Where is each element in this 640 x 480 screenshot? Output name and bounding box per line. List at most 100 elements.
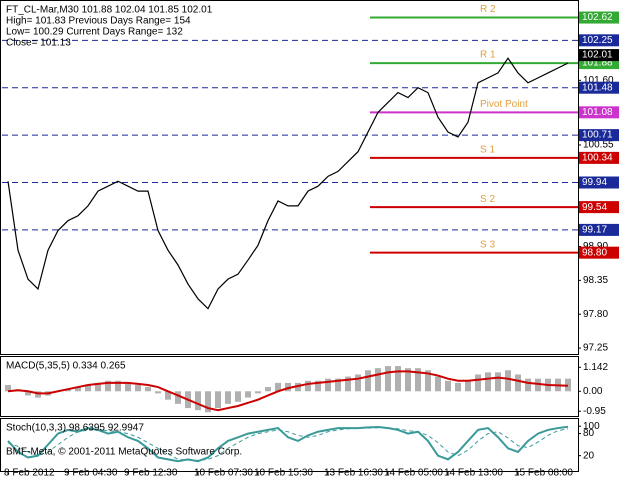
x-tick-label: 13 Feb 16:30 [324, 468, 383, 479]
y-tick-label: 100 [583, 421, 600, 432]
indicator-line [7, 425, 569, 463]
histogram-bar [315, 380, 321, 392]
x-tick-label: 9 Feb 12:30 [124, 468, 178, 479]
histogram-bar [205, 391, 211, 413]
histogram-bar [225, 391, 231, 404]
y-tick-label: 101.60 [583, 75, 614, 86]
panel-title: FT_CL-Mar,M30 101.88 102.04 101.85 102.0… [6, 5, 213, 16]
level-price-label: 102.25 [582, 35, 613, 46]
signal-line [7, 427, 569, 461]
y-tick-label: 80 [583, 428, 595, 439]
histogram-bar [475, 374, 481, 392]
histogram-bar [85, 384, 91, 392]
panel-title: Stoch(10,3,3) 98.6395 92.9947 [6, 423, 144, 434]
level-price-box [579, 176, 619, 189]
histogram-bar [415, 368, 421, 392]
histogram-bar [365, 370, 371, 392]
copyright: BMF-Meta, © 2001-2011 MetaQuotes Softwar… [6, 447, 242, 458]
histogram-bar [485, 372, 491, 392]
histogram-bar [245, 391, 251, 398]
level-price-box [579, 106, 619, 119]
histogram-bar [275, 382, 281, 392]
histogram-bar [285, 382, 291, 392]
histogram-bar [515, 374, 521, 392]
level-price-label: 102.62 [582, 12, 613, 23]
histogram-bar [325, 378, 331, 392]
x-tick-label: 14 Feb 05:00 [384, 468, 443, 479]
histogram-bar [525, 378, 531, 392]
histogram-bar [175, 391, 181, 404]
level-price-box [579, 129, 619, 142]
y-tick-label: 20 [583, 450, 595, 461]
level-price-box [579, 151, 619, 164]
histogram-bar [255, 391, 261, 394]
histogram-bar [345, 376, 351, 392]
x-tick-label: 8 Feb 2012 [4, 468, 55, 479]
histogram-bar [455, 382, 461, 392]
y-tick-label: 1.142 [583, 362, 608, 373]
x-tick-label: 14 Feb 13:00 [444, 468, 503, 479]
level-price-box [579, 223, 619, 236]
histogram-bar [215, 391, 221, 409]
x-tick-label: 15 Feb 08:00 [514, 468, 573, 479]
level-name: R 2 [480, 4, 496, 15]
histogram-bar [465, 380, 471, 392]
level-name: Pivot Point [480, 99, 528, 110]
histogram-bar [165, 391, 171, 400]
level-price-label: 101.08 [582, 107, 613, 118]
histogram-bar [385, 366, 391, 392]
histogram-bar [305, 380, 311, 392]
histogram-bar [125, 382, 131, 392]
panel-title: MACD(5,35,5) 0.334 0.265 [6, 361, 126, 372]
level-price-label: 100.34 [582, 153, 613, 164]
histogram-bar [395, 366, 401, 392]
histogram-bar [355, 374, 361, 392]
y-tick-label: 0.00 [583, 386, 603, 397]
histogram-bar [115, 380, 121, 392]
level-name: S 2 [480, 194, 495, 205]
level-price-label: 99.17 [582, 225, 607, 236]
histogram-bar [95, 382, 101, 392]
level-price-label: 101.48 [582, 82, 613, 93]
histogram-bar [195, 391, 201, 411]
histogram-bar [155, 391, 161, 394]
histogram-bar [535, 378, 541, 392]
level-name: S 1 [480, 145, 495, 156]
histogram-bar [25, 391, 31, 396]
panel-border [0, 418, 579, 472]
histogram-bar [145, 387, 151, 392]
histogram-bar [105, 380, 111, 392]
histogram-bar [505, 370, 511, 392]
level-price-box [579, 81, 619, 94]
level-price-label: 99.54 [582, 202, 607, 213]
y-tick-label: 100.55 [583, 140, 614, 151]
y-tick-label: 98.90 [583, 241, 608, 252]
histogram-bar [445, 380, 451, 392]
histogram-bar [5, 384, 11, 392]
level-price-box [579, 201, 619, 214]
level-name: S 3 [480, 239, 495, 250]
y-tick-label: -0.95 [583, 406, 606, 417]
x-tick-label: 9 Feb 04:30 [64, 468, 118, 479]
level-price-box [579, 11, 619, 24]
level-price-label: 99.94 [582, 177, 607, 188]
level-price-box [579, 34, 619, 47]
histogram-bar [435, 376, 441, 392]
histogram-bar [495, 372, 501, 392]
current-price-box [579, 49, 619, 62]
y-tick-label: 97.80 [583, 309, 608, 320]
indicator-line [7, 370, 569, 412]
y-tick-label: 98.35 [583, 275, 608, 286]
y-tick-label: 97.25 [583, 343, 608, 354]
panel-border [0, 0, 579, 355]
histogram-bar [425, 370, 431, 392]
level-price-label: 100.71 [582, 130, 613, 141]
histogram-bar [65, 389, 71, 392]
info-line: High= 101.83 Previous Days Range= 154 [6, 16, 191, 27]
level-name: R 1 [480, 50, 496, 61]
info-line: Close= 101.13 [6, 38, 71, 49]
histogram-bar [265, 387, 271, 392]
histogram-bar [235, 391, 241, 402]
